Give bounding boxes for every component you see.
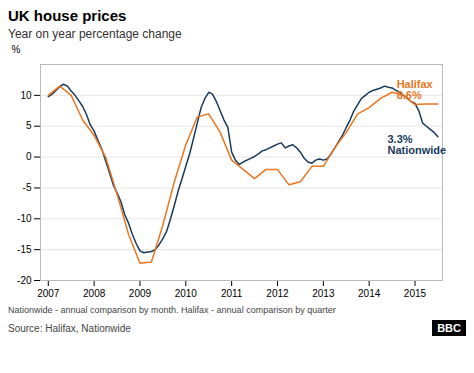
svg-text:10: 10	[20, 90, 32, 101]
svg-text:%: %	[12, 44, 21, 55]
svg-text:3.3%Nationwide: 3.3%Nationwide	[387, 133, 446, 156]
svg-text:-15: -15	[17, 244, 32, 255]
html-text:Nationwide - annual comparison: Nationwide - annual comparison by month.…	[8, 305, 336, 315]
svg-text:5: 5	[26, 120, 32, 131]
svg-text:2011: 2011	[221, 288, 243, 299]
svg-text:0: 0	[26, 151, 32, 162]
svg-text:-10: -10	[17, 213, 32, 224]
html-text:BBC: BBC	[437, 322, 461, 334]
svg-text:Halifax8.6%: Halifax8.6%	[397, 78, 434, 101]
svg-text:2008: 2008	[83, 288, 106, 299]
svg-text:2007: 2007	[37, 288, 60, 299]
svg-text:2015: 2015	[404, 288, 427, 299]
svg-text:2012: 2012	[266, 288, 289, 299]
svg-text:-20: -20	[17, 275, 32, 286]
html-text:Year on year percentage change: Year on year percentage change	[8, 27, 182, 41]
svg-text:2014: 2014	[358, 288, 381, 299]
svg-text:-5: -5	[23, 182, 32, 193]
html-text:Source: Halifax, Nationwide: Source: Halifax, Nationwide	[8, 322, 131, 334]
svg-text:2010: 2010	[175, 288, 198, 299]
svg-text:2009: 2009	[129, 288, 152, 299]
svg-text:2013: 2013	[312, 288, 335, 299]
html-text:UK house prices: UK house prices	[8, 7, 127, 24]
